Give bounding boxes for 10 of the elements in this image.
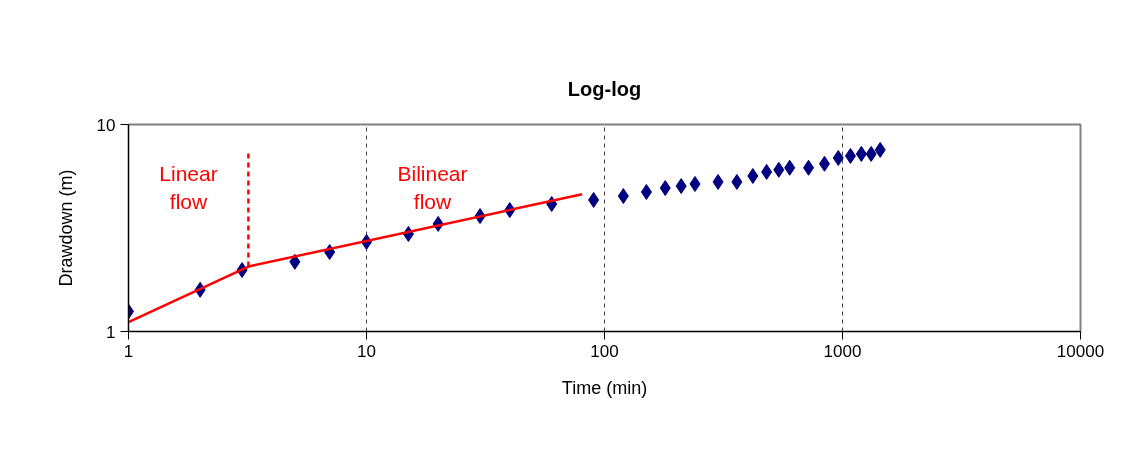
x-tick-label: 1 — [123, 341, 134, 361]
x-tick-label: 10 — [357, 341, 376, 361]
x-axis-title: Time (min) — [561, 377, 648, 398]
annotation: Linear flow — [159, 162, 218, 213]
x-tick-label: 100 — [590, 341, 619, 361]
x-tick-label: 10000 — [1056, 341, 1105, 361]
x-tick-label: 1000 — [823, 341, 862, 361]
chart-title: Log-log — [567, 77, 642, 100]
annotation: Bilinear flow — [397, 162, 468, 213]
y-axis-title: Drawdown (m) — [55, 169, 76, 287]
